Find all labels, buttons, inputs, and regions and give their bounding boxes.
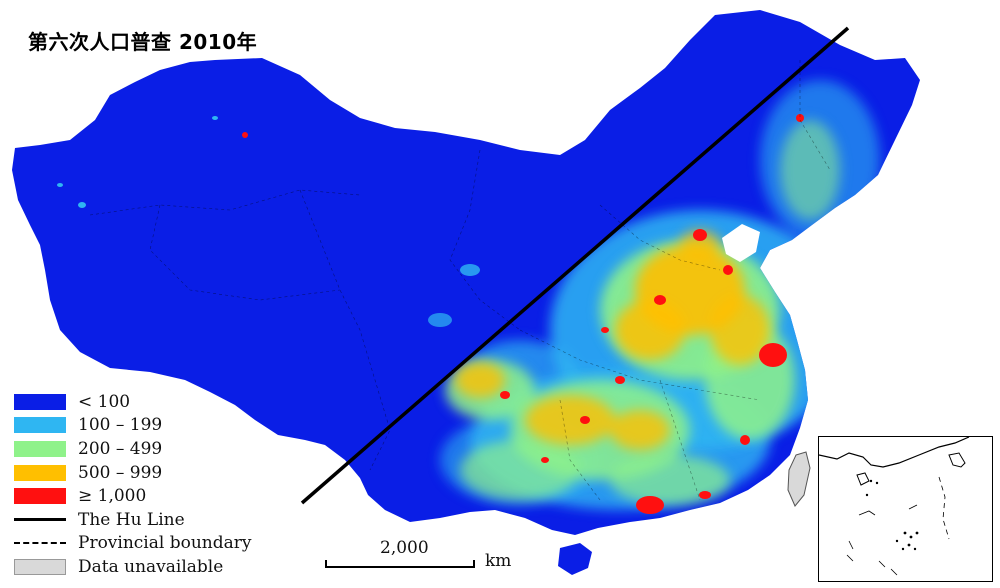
bohai-sea xyxy=(722,224,760,262)
inset-map-frame xyxy=(818,436,993,582)
solid-line-symbol xyxy=(14,518,66,522)
legend-item-provincial-boundary: Provincial boundary xyxy=(14,532,252,556)
legend-label: Provincial boundary xyxy=(78,533,252,554)
inset-map xyxy=(818,436,970,576)
taiwan-island xyxy=(787,451,811,507)
provincial-boundaries xyxy=(89,60,831,501)
legend-swatch xyxy=(14,393,66,410)
legend-label: Data unavailable xyxy=(78,556,224,577)
legend: < 100 100 – 199 200 – 499 500 – 999 ≥ 1,… xyxy=(14,390,252,579)
legend-item-500-999: 500 – 999 xyxy=(14,461,252,485)
legend-item-lt100: < 100 xyxy=(14,390,252,414)
legend-item-100-199: 100 – 199 xyxy=(14,414,252,438)
legend-label: < 100 xyxy=(78,391,131,412)
legend-item-200-499: 200 – 499 xyxy=(14,437,252,461)
legend-label: The Hu Line xyxy=(78,509,185,530)
legend-swatch xyxy=(14,440,66,457)
legend-swatch xyxy=(14,464,66,481)
legend-label: 500 – 999 xyxy=(78,462,163,483)
hu-line xyxy=(300,26,850,505)
legend-item-hu-line: The Hu Line xyxy=(14,508,252,532)
legend-label: 100 – 199 xyxy=(78,415,163,436)
density-layer xyxy=(57,80,880,514)
legend-swatch xyxy=(14,417,66,434)
map-title: 第六次人口普查 2010年 xyxy=(28,30,258,54)
legend-item-data-unavailable: Data unavailable xyxy=(14,555,252,579)
legend-label: ≥ 1,000 xyxy=(78,486,147,507)
dashed-line-symbol xyxy=(14,542,66,545)
gray-box-symbol xyxy=(14,558,66,575)
scale-value: 2,000 xyxy=(380,538,429,558)
legend-swatch xyxy=(14,488,66,505)
hainan-island xyxy=(558,543,592,575)
legend-item-gte1000: ≥ 1,000 xyxy=(14,484,252,508)
scale-unit: km xyxy=(485,551,512,571)
scale-line xyxy=(325,560,475,568)
legend-label: 200 – 499 xyxy=(78,438,163,459)
